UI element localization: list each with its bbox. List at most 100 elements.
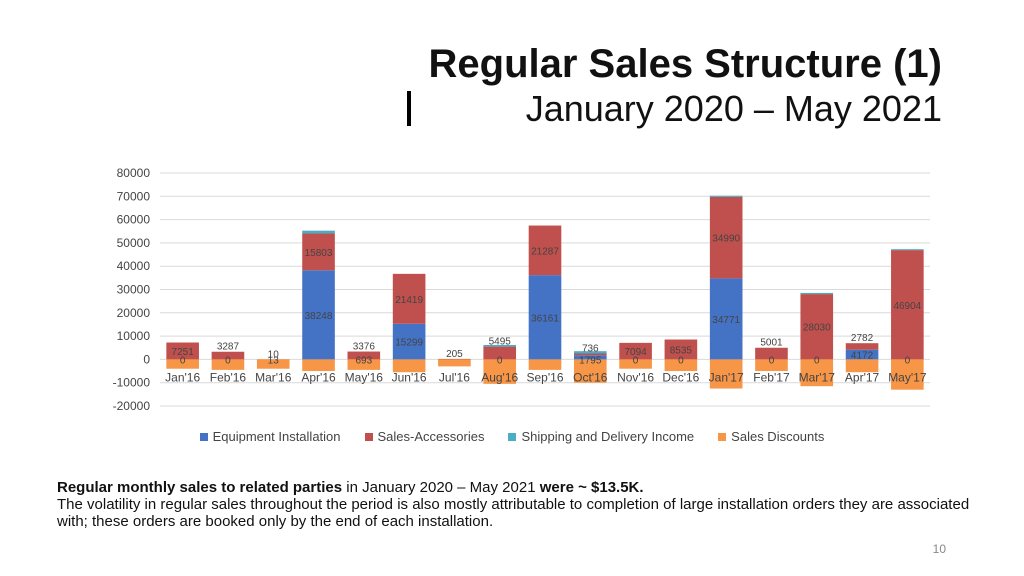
x-tick-label: Jul'16 [439,370,470,384]
data-label-equipment: 0 [678,355,684,366]
bar-accessories [211,351,245,360]
page-number: 10 [932,542,946,556]
legend-item: Sales Discounts [718,429,824,444]
summary-bold-2: were ~ $13.5K. [539,479,644,496]
legend-item: Sales-Accessories [364,429,484,444]
bar-discounts [709,359,743,389]
bar-shipping [573,351,607,354]
bar-accessories [755,347,788,360]
legend-label: Equipment Installation [212,429,341,444]
data-label-equipment: 15299 [395,338,423,349]
data-label-equipment: 0 [497,355,503,366]
data-label-equipment: 34771 [712,315,740,326]
data-label-accessories: 7094 [624,347,647,358]
bar-accessories [302,233,335,271]
summary-bold-1: Regular monthly sales to related parties [57,479,343,496]
data-label-equipment: 0 [905,355,911,366]
legend-label: Sales Discounts [731,429,825,444]
bar-shipping [800,292,834,295]
data-label-accessories: 46904 [893,301,921,312]
legend-item: Equipment Installation [199,429,341,444]
bar-accessories [438,358,471,360]
x-tick-label: Mar'17 [799,370,836,384]
bar-shipping [302,230,335,234]
bar-equipment [528,275,562,360]
bar-accessories [664,339,698,360]
data-label-accessories: 10 [268,349,280,360]
summary-line-2: The volatility in regular sales througho… [57,496,970,530]
y-tick-label: 70000 [117,189,151,203]
legend-swatch [364,432,373,441]
slide-title: Regular Sales Structure (1) [428,42,943,86]
bar-accessories [573,353,607,356]
summary-text: Regular monthly sales to related parties… [57,479,977,530]
bar-discounts [211,359,245,370]
x-tick-label: Dec'16 [662,370,699,384]
bar-discounts [347,359,381,370]
bar-discounts [438,359,471,367]
bar-discounts [664,359,698,372]
bar-equipment [573,355,607,360]
data-label-equipment: 36161 [531,313,559,324]
bar-equipment [392,323,426,360]
data-label-equipment: 0 [225,355,231,366]
data-label-equipment: 0 [633,355,639,366]
data-label-accessories: 5495 [489,337,512,348]
bar-discounts [891,359,924,390]
x-tick-label: May'17 [888,370,927,384]
bar-shipping [891,249,924,251]
bar-discounts [800,359,834,387]
bar-accessories [166,342,199,360]
data-label-accessories: 2782 [851,333,874,344]
y-tick-label: 60000 [117,213,151,227]
legend-swatch [199,432,208,441]
y-tick-label: -10000 [113,376,151,390]
legend-swatch [508,432,517,441]
y-tick-label: 80000 [117,166,151,180]
data-label-accessories: 21419 [395,295,423,306]
x-tick-label: Sep'16 [527,370,564,384]
x-tick-label: Mar'16 [255,370,292,384]
bar-accessories [347,351,381,360]
y-tick-label: 30000 [117,283,151,297]
data-label-equipment: 0 [180,355,186,366]
data-label-equipment: 0 [769,355,775,366]
bar-accessories [709,196,743,279]
data-label-accessories: 3376 [353,342,376,353]
summary-normal-1: in January 2020 – May 2021 [342,479,540,496]
x-tick-label: May'16 [345,370,384,384]
data-label-equipment: 693 [355,355,372,366]
chart-legend: Equipment Installation Sales-Accessories S… [0,429,1024,444]
bar-discounts [573,359,607,383]
bar-equipment [302,270,335,360]
bar-accessories [845,343,879,350]
y-tick-label: 40000 [117,259,151,273]
bar-discounts [392,359,426,373]
data-label-accessories: 34990 [712,234,740,245]
y-tick-label: 50000 [117,236,151,250]
legend-swatch [718,432,727,441]
bar-discounts [845,359,879,373]
data-label-equipment: 0 [814,355,820,366]
x-tick-label: Jun'16 [392,370,427,384]
y-tick-label: 20000 [117,306,151,320]
data-label-equipment: 1795 [579,355,602,366]
slide-subtitle: January 2020 – May 2021 [525,88,942,129]
legend-label: Shipping and Delivery Income [521,429,695,444]
x-tick-label: Nov'16 [617,370,654,384]
x-tick-label: Jan'17 [709,370,744,384]
data-label-accessories: 28030 [803,323,831,334]
bar-equipment [709,278,743,360]
y-tick-label: -20000 [113,399,151,413]
bar-accessories [619,342,652,360]
x-tick-label: Feb'16 [210,370,247,384]
x-tick-label: Feb'17 [753,370,790,384]
bar-discounts [483,359,517,384]
data-label-accessories: 5001 [760,338,783,349]
y-tick-label: 0 [143,352,150,366]
legend-item: Shipping and Delivery Income [508,429,694,444]
data-label-accessories: 7251 [172,347,195,358]
data-label-accessories: 736 [582,344,599,355]
data-label-equipment: 38248 [305,311,333,322]
